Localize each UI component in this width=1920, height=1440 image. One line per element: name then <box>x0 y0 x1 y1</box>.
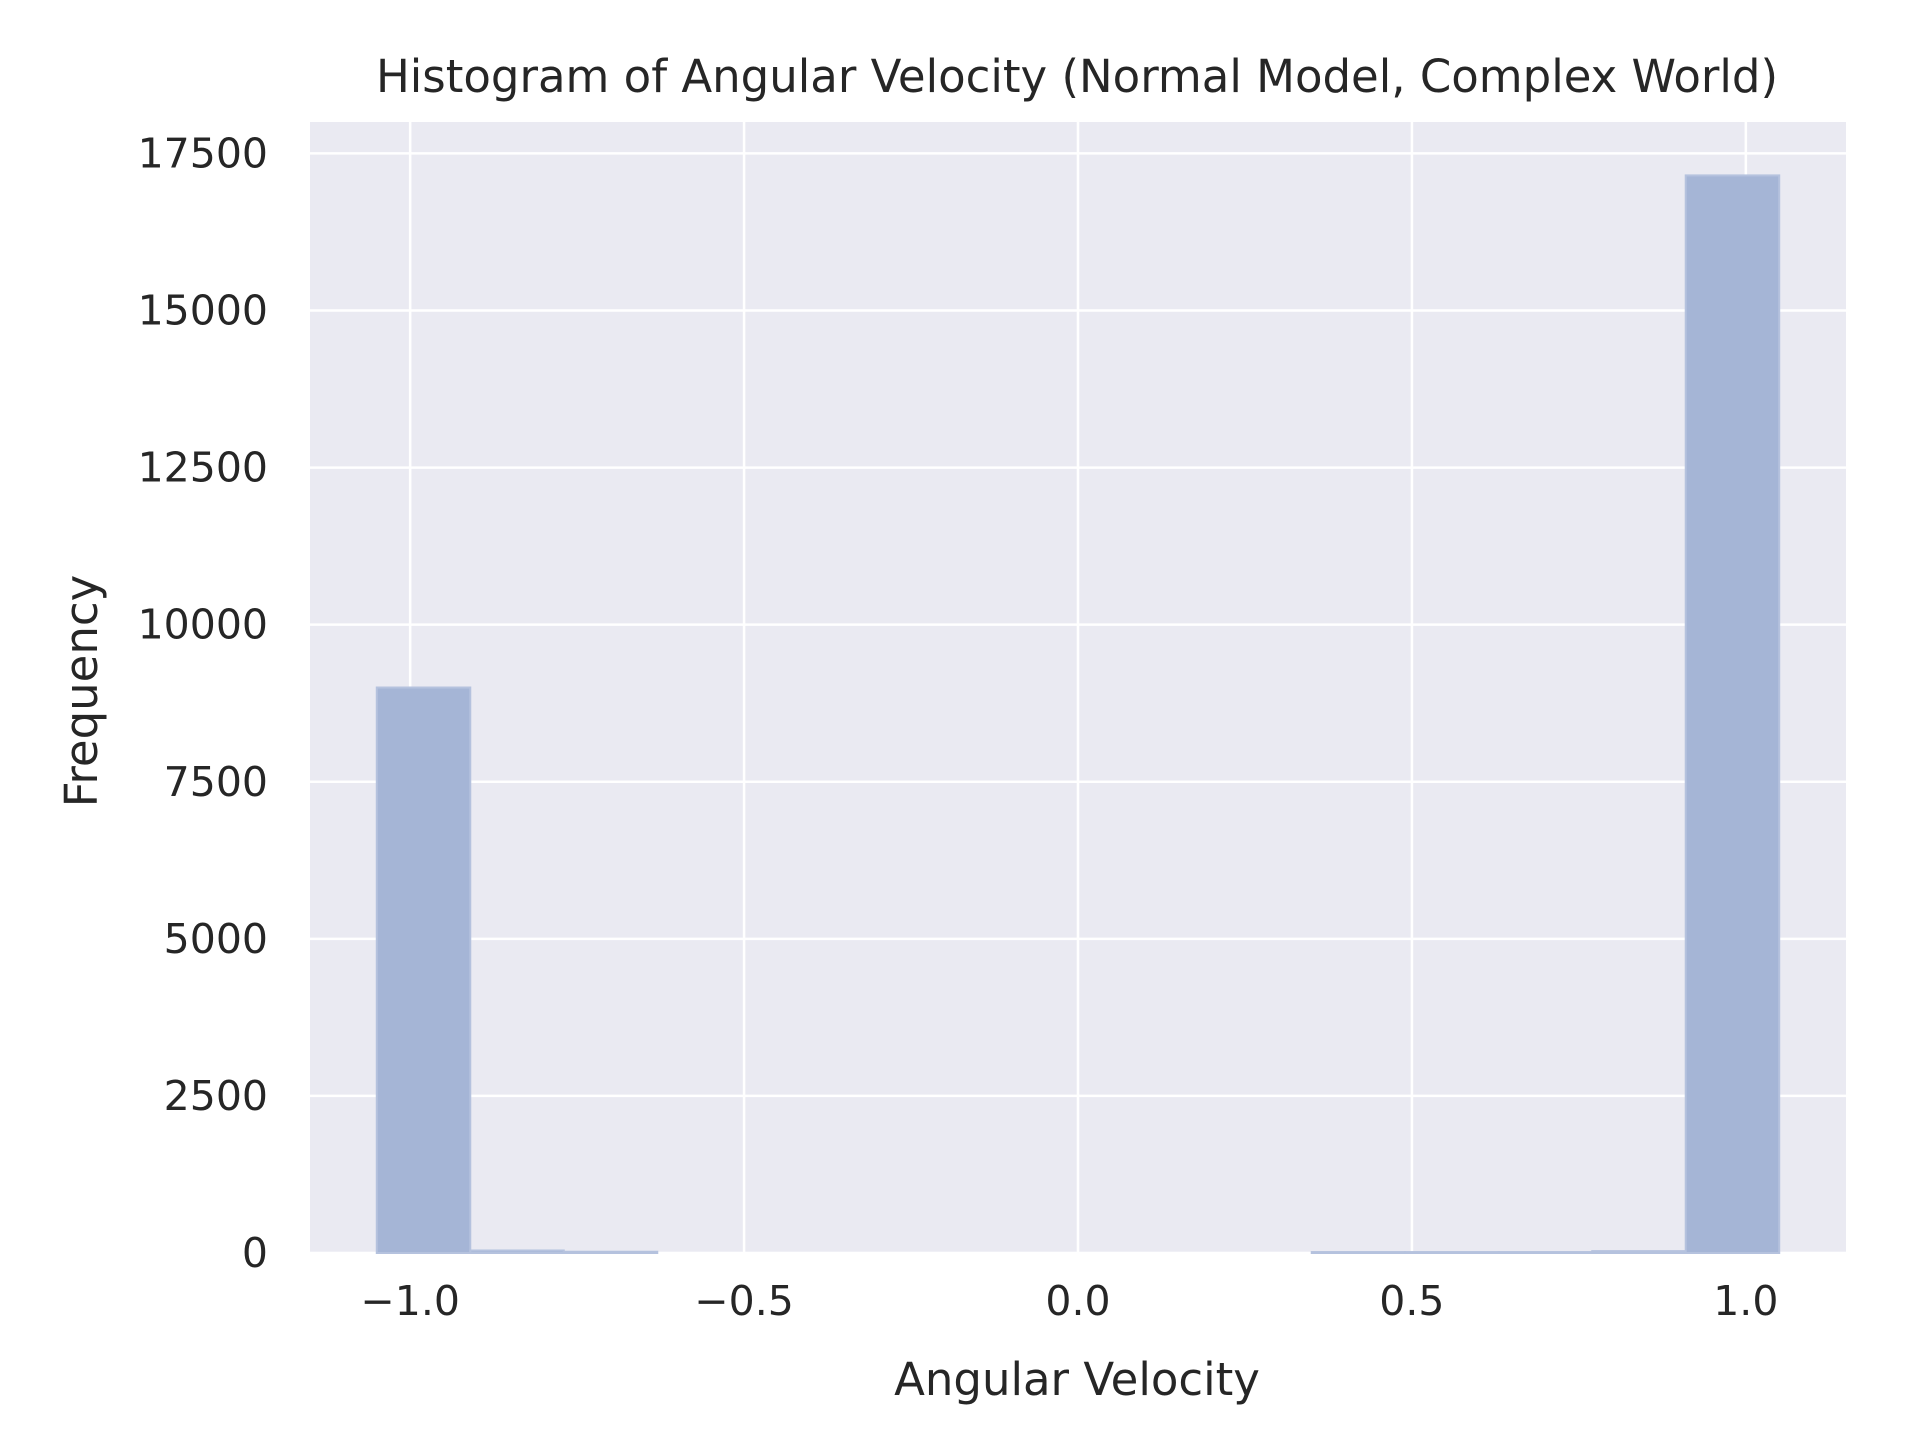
y-tick-label: 5000 <box>164 915 268 963</box>
y-tick-label: 10000 <box>138 601 268 649</box>
y-tick-labels: 0 2500 5000 7500 10000 12500 15000 17500 <box>138 129 268 1277</box>
x-tick-label: 0.5 <box>1379 1277 1444 1325</box>
y-tick-label: 7500 <box>164 758 268 806</box>
chart-title: Histogram of Angular Velocity (Normal Mo… <box>376 50 1778 103</box>
histogram-bar <box>1497 1251 1594 1254</box>
y-axis-label: Frequency <box>55 575 108 807</box>
histogram-bar <box>1684 174 1781 1255</box>
y-tick-label: 15000 <box>138 287 268 335</box>
histogram-bar <box>1310 1251 1407 1254</box>
y-tick-label: 17500 <box>138 129 268 177</box>
histogram-bar <box>1591 1250 1687 1254</box>
x-tick-labels: −1.0 −0.5 0.0 0.5 1.0 <box>360 1277 1778 1325</box>
histogram-bar <box>375 686 472 1254</box>
y-tick-label: 2500 <box>164 1072 268 1120</box>
y-tick-label: 12500 <box>138 444 268 492</box>
x-tick-label: 1.0 <box>1713 1277 1778 1325</box>
histogram-bars <box>375 174 1781 1255</box>
y-tick-label: 0 <box>242 1229 268 1277</box>
grid-lines <box>310 122 1846 1255</box>
x-tick-label: −1.0 <box>360 1277 460 1325</box>
x-axis-label: Angular Velocity <box>894 1353 1260 1406</box>
histogram-bar <box>1404 1251 1500 1254</box>
x-tick-label: −0.5 <box>694 1277 794 1325</box>
histogram-bar <box>562 1250 659 1254</box>
histogram-bar <box>469 1249 565 1255</box>
x-tick-label: 0.0 <box>1045 1277 1110 1325</box>
